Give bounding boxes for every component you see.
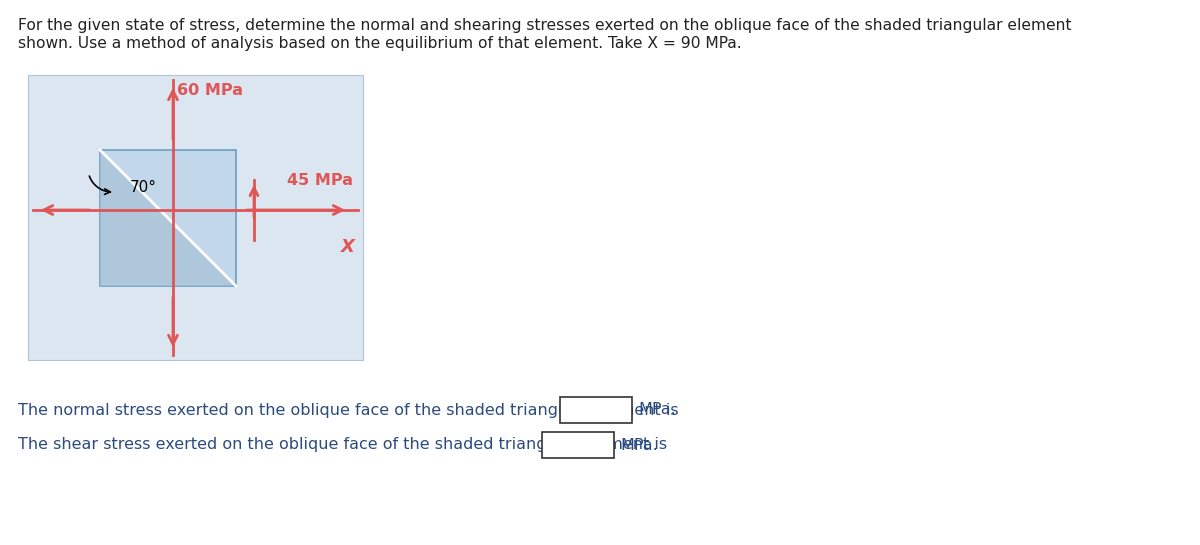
Text: MPa.: MPa. [638,403,676,417]
Text: MPa.: MPa. [620,438,658,452]
Bar [542,432,614,458]
Text: X: X [341,238,355,256]
Bar [28,75,364,360]
Text: shown. Use a method of analysis based on the equilibrium of that element. Take X: shown. Use a method of analysis based on… [18,36,742,51]
Text: 60 MPa: 60 MPa [178,83,242,98]
Text: 70°: 70° [130,180,157,196]
Text: For the given state of stress, determine the normal and shearing stresses exerte: For the given state of stress, determine… [18,18,1072,33]
Text: The shear stress exerted on the oblique face of the shaded triangular element is: The shear stress exerted on the oblique … [18,438,667,452]
Text: 45 MPa: 45 MPa [287,173,353,188]
Bar [560,397,632,423]
Polygon shape [100,150,236,286]
Bar [100,150,236,286]
Text: The normal stress exerted on the oblique face of the shaded triangular element i: The normal stress exerted on the oblique… [18,403,679,417]
